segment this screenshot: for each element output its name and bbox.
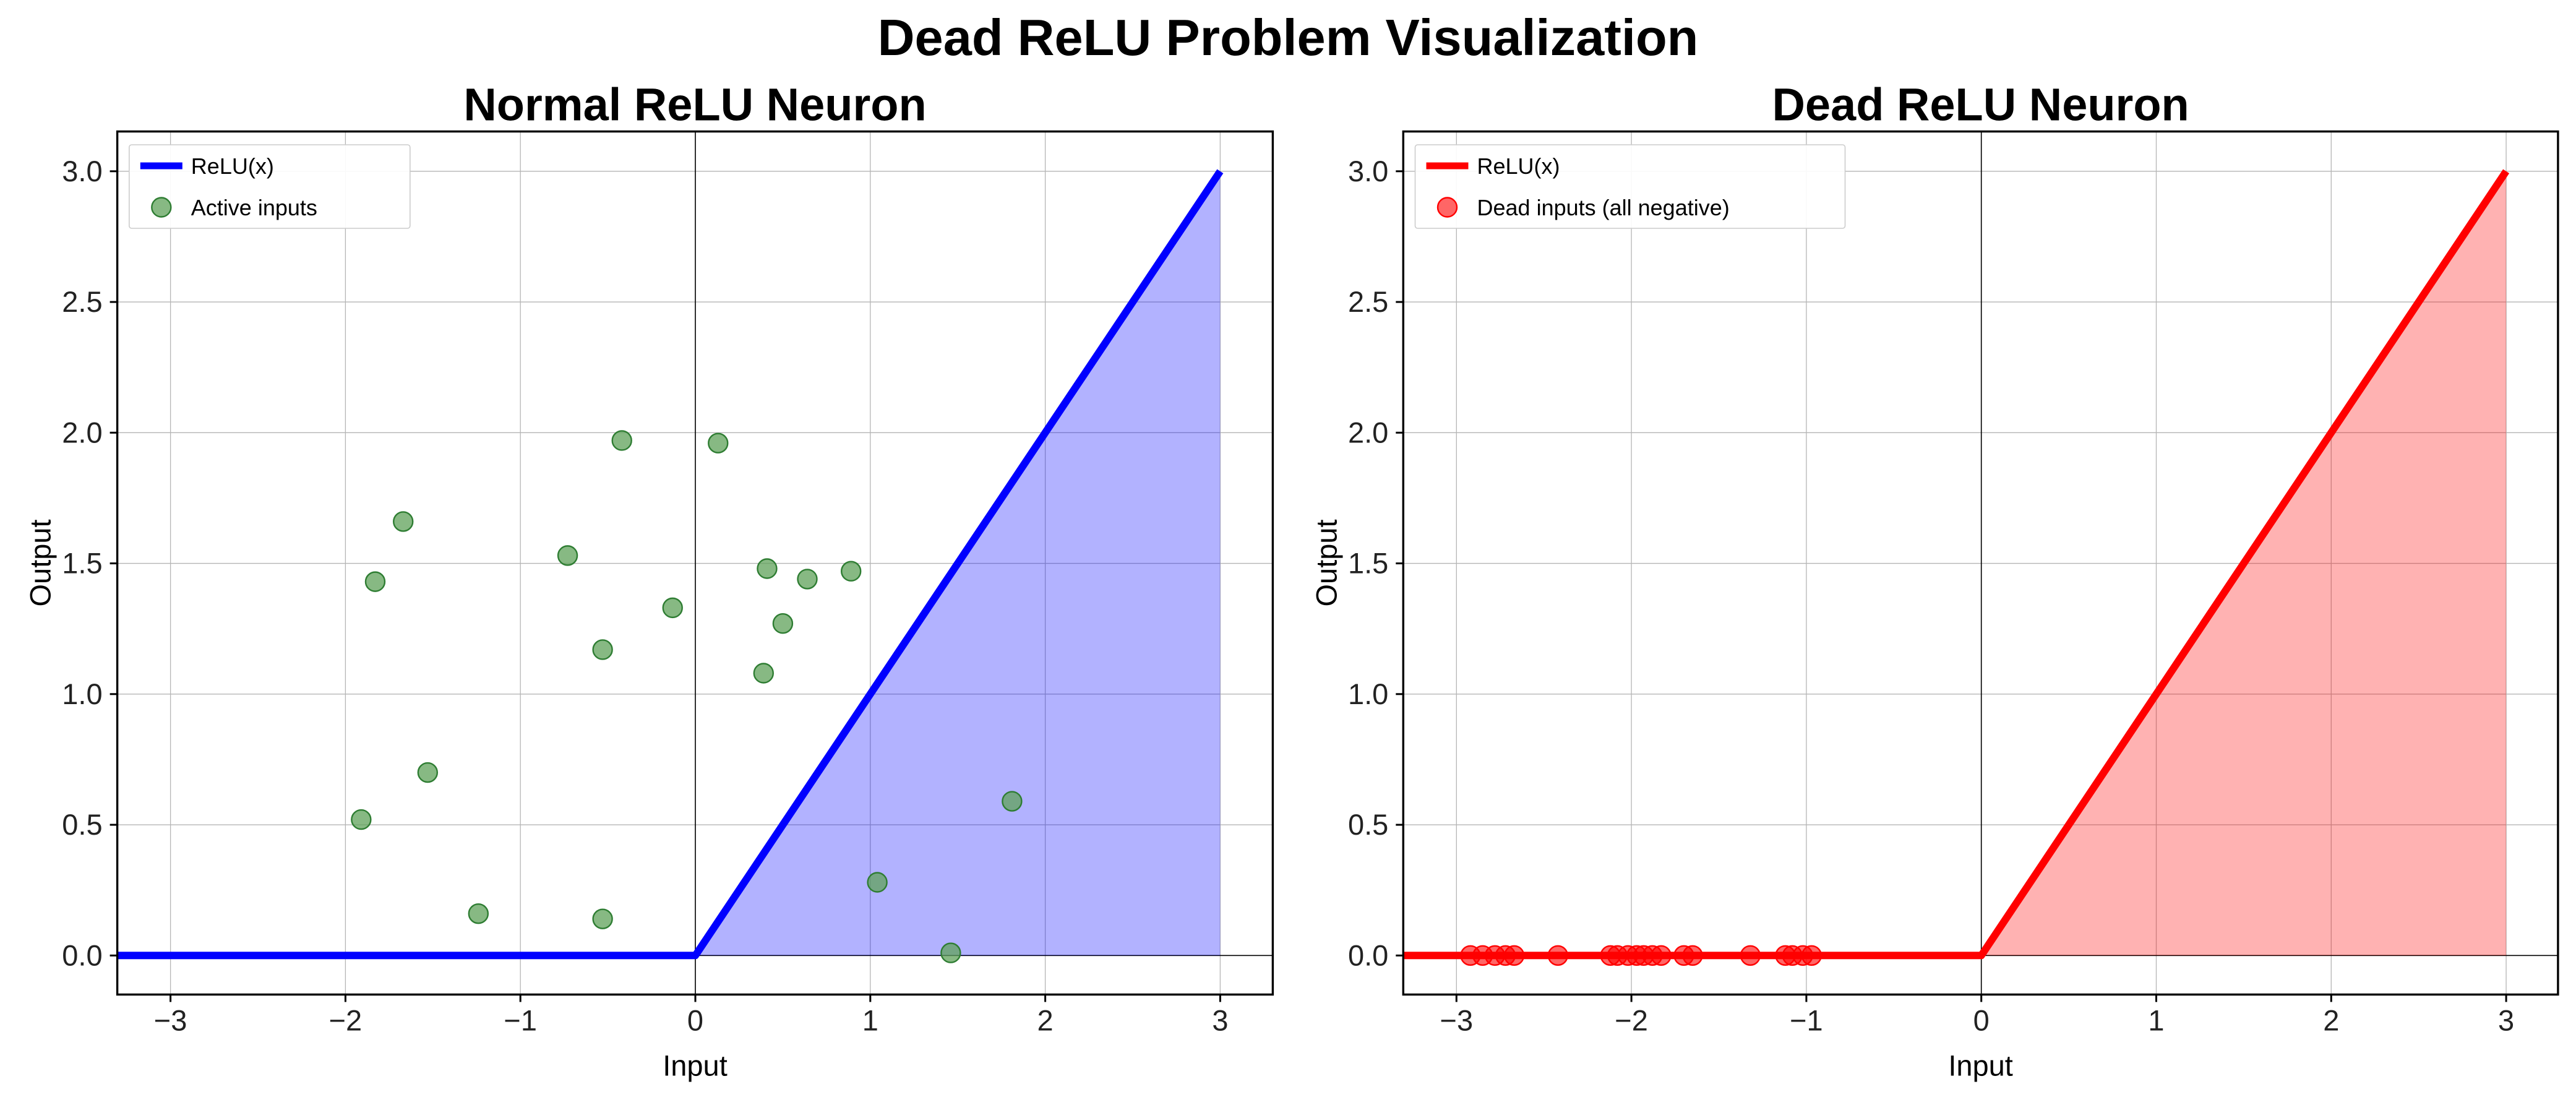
svg-text:0.5: 0.5 — [1348, 808, 1388, 841]
svg-text:1.5: 1.5 — [62, 547, 102, 580]
svg-text:Dead ReLU Problem Visualizatio: Dead ReLU Problem Visualization — [878, 9, 1699, 66]
svg-text:−1: −1 — [1790, 1004, 1823, 1036]
svg-text:−2: −2 — [329, 1004, 363, 1036]
svg-text:2.5: 2.5 — [1348, 285, 1388, 318]
svg-text:−2: −2 — [1615, 1004, 1648, 1036]
svg-text:3: 3 — [1212, 1004, 1228, 1036]
svg-text:Input: Input — [1948, 1049, 2013, 1082]
svg-text:0: 0 — [687, 1004, 703, 1036]
svg-text:ReLU(x): ReLU(x) — [191, 153, 274, 179]
svg-text:Normal ReLU Neuron: Normal ReLU Neuron — [463, 79, 926, 131]
svg-text:1.0: 1.0 — [1348, 678, 1388, 710]
svg-text:1.5: 1.5 — [1348, 547, 1388, 580]
svg-text:Dead ReLU Neuron: Dead ReLU Neuron — [1772, 79, 2189, 131]
svg-text:2.5: 2.5 — [62, 285, 102, 318]
svg-text:1.0: 1.0 — [62, 678, 102, 710]
svg-text:Output: Output — [1310, 519, 1342, 606]
svg-text:Dead inputs (all negative): Dead inputs (all negative) — [1477, 195, 1730, 220]
svg-text:1: 1 — [862, 1004, 878, 1036]
svg-text:1: 1 — [2148, 1004, 2164, 1036]
svg-text:Input: Input — [663, 1049, 728, 1082]
svg-text:2.0: 2.0 — [62, 416, 102, 449]
svg-text:Output: Output — [24, 519, 57, 606]
svg-text:0.0: 0.0 — [1348, 939, 1388, 971]
svg-text:0.5: 0.5 — [62, 808, 102, 841]
svg-text:2: 2 — [1037, 1004, 1054, 1036]
svg-text:−3: −3 — [154, 1004, 187, 1036]
svg-text:Active inputs: Active inputs — [191, 195, 317, 220]
svg-text:0: 0 — [1973, 1004, 1990, 1036]
svg-text:3.0: 3.0 — [1348, 155, 1388, 187]
svg-text:ReLU(x): ReLU(x) — [1477, 153, 1560, 179]
svg-text:3: 3 — [2498, 1004, 2514, 1036]
svg-text:−3: −3 — [1440, 1004, 1474, 1036]
svg-text:0.0: 0.0 — [62, 939, 102, 971]
svg-text:2: 2 — [2323, 1004, 2339, 1036]
svg-text:−1: −1 — [504, 1004, 537, 1036]
svg-text:3.0: 3.0 — [62, 155, 102, 187]
svg-text:2.0: 2.0 — [1348, 416, 1388, 449]
